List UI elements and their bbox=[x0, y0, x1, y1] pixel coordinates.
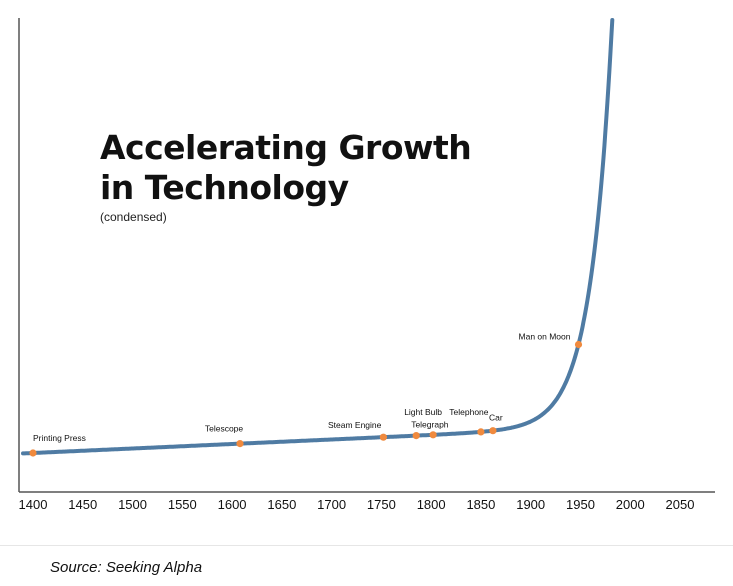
x-tick-label: 1850 bbox=[466, 497, 495, 512]
event-label: Car bbox=[489, 413, 503, 423]
x-tick-label: 1700 bbox=[317, 497, 346, 512]
x-tick-label: 1400 bbox=[19, 497, 48, 512]
event-label: Printing Press bbox=[33, 433, 86, 443]
x-tick-label: 1800 bbox=[417, 497, 446, 512]
x-tick-label: 1550 bbox=[168, 497, 197, 512]
x-tick-label: 1650 bbox=[267, 497, 296, 512]
event-marker bbox=[236, 440, 244, 448]
x-tick-label: 2050 bbox=[666, 497, 695, 512]
event-label: Telescope bbox=[205, 424, 244, 434]
event-marker bbox=[29, 449, 37, 457]
event-marker bbox=[489, 427, 497, 435]
event-label: Man on Moon bbox=[519, 332, 571, 342]
event-marker bbox=[429, 431, 437, 439]
event-marker bbox=[412, 432, 420, 440]
chart-subtitle: (condensed) bbox=[100, 210, 167, 224]
event-label: Light Bulb bbox=[404, 407, 442, 417]
event-marker bbox=[379, 433, 387, 441]
event-marker bbox=[574, 340, 583, 349]
x-tick-label: 1600 bbox=[218, 497, 247, 512]
event-markers: Printing Press Telescope Steam Engine Teleg… bbox=[29, 332, 583, 457]
growth-curve bbox=[21, 18, 615, 456]
chart-title-line-2: in Technology bbox=[100, 168, 349, 207]
event-label: Steam Engine bbox=[328, 420, 382, 430]
source-note: Source: Seeking Alpha bbox=[50, 559, 203, 576]
x-tick-label: 1900 bbox=[516, 497, 545, 512]
x-tick-label: 1750 bbox=[367, 497, 396, 512]
chart: 1400 1450 1500 1550 1600 1650 1700 1750 1800 1850… bbox=[18, 18, 715, 512]
x-tick-label: 2000 bbox=[616, 497, 645, 512]
divider bbox=[0, 545, 733, 546]
chart-title-block: Accelerating Growth in Technology (conde… bbox=[100, 128, 472, 224]
x-axis-ticks: 1400 1450 1500 1550 1600 1650 1700 1750 1800 1850… bbox=[19, 497, 695, 512]
chart-title-line-1: Accelerating Growth bbox=[100, 128, 472, 167]
event-label: Telegraph bbox=[411, 420, 449, 430]
x-tick-label: 1950 bbox=[566, 497, 595, 512]
x-tick-label: 1500 bbox=[118, 497, 147, 512]
event-marker bbox=[477, 428, 485, 436]
x-tick-label: 1450 bbox=[68, 497, 97, 512]
event-label: Telephone bbox=[449, 407, 489, 417]
